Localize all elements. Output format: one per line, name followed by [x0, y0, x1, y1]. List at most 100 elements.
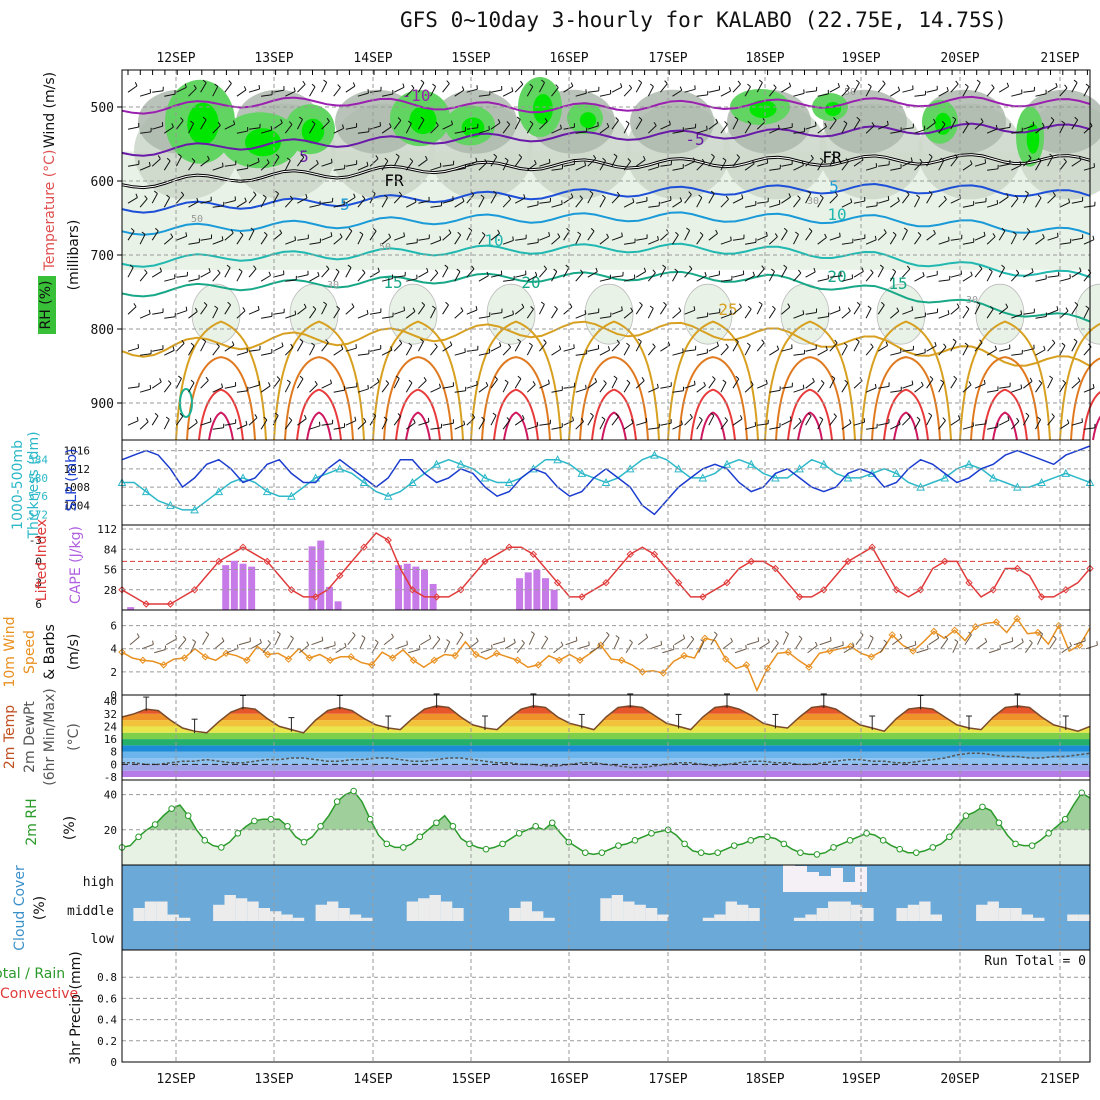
surface-wind-barb [988, 648, 1001, 654]
wind-barb [976, 79, 981, 83]
lifted-index-line-marker [747, 557, 755, 566]
wind-barb [865, 346, 874, 356]
wind-barb [176, 120, 184, 130]
wind-barb [950, 378, 958, 389]
wind-barb [950, 341, 957, 352]
wind-barb [297, 197, 308, 204]
wind-barb [657, 162, 660, 167]
wind-barb [732, 83, 741, 93]
wind-barb [570, 193, 574, 198]
wind-barb [735, 375, 740, 380]
wind-barb [405, 160, 414, 171]
warm-contour [383, 356, 453, 441]
wind-barb [943, 195, 947, 200]
wind-barb [793, 353, 805, 356]
wind-barb [516, 116, 521, 120]
temp-color-band [122, 758, 1090, 765]
wind-barb [1085, 83, 1090, 87]
wind-barb [660, 83, 668, 93]
wind-barb [475, 157, 478, 162]
surface-wind-barb [214, 640, 225, 650]
surface-wind-barb [516, 642, 525, 654]
wind-barb [502, 420, 511, 430]
wind-barb [152, 311, 164, 315]
rh-line-marker [499, 840, 506, 848]
wind-barb [418, 200, 430, 204]
surface-wind-barb [883, 639, 888, 644]
wind-speed-line-marker [909, 647, 917, 655]
wind-barb [580, 269, 584, 274]
date-label-top: 17SEP [648, 51, 687, 66]
wind-barb [127, 420, 139, 426]
wind-barb [1035, 419, 1042, 430]
wind-barb [987, 168, 999, 171]
surface-wind-barb [964, 634, 972, 645]
wind-barb [732, 197, 744, 204]
wind-barb [817, 278, 829, 282]
hot-contour [700, 411, 726, 441]
wind-barb [575, 92, 587, 97]
wind-barb [1059, 242, 1071, 245]
wind-barb [442, 267, 449, 278]
thickness-tick-label: 572 [28, 508, 48, 521]
wind-barb [914, 385, 924, 393]
cape-bar [248, 566, 256, 610]
date-label-top: 19SEP [841, 51, 880, 66]
wind-barb [808, 228, 813, 232]
wind-speed-line-marker [846, 642, 855, 651]
wind-barb [212, 272, 221, 282]
rh-tick-label: 40 [104, 789, 117, 802]
isotherm-label: 5 [299, 147, 309, 166]
wind-barb [492, 412, 497, 416]
thickness-line-marker [1037, 477, 1046, 486]
wind-barb [438, 383, 441, 388]
wind-barb [720, 420, 728, 430]
wind-barb [758, 301, 763, 305]
wind-barb [393, 86, 405, 93]
temp-tick-label: 0 [110, 758, 117, 771]
wind-barb [926, 233, 936, 241]
wind-barb [180, 117, 184, 121]
surface-wind-barb [174, 634, 178, 640]
wind-barb [369, 381, 380, 389]
wind-barb [635, 304, 643, 315]
surface-wind-barb [406, 640, 408, 645]
wind-barb [716, 342, 719, 347]
wind-barb [829, 275, 841, 278]
surface-wind-barb [782, 633, 789, 645]
wind-barb [212, 125, 221, 134]
wind-barb [151, 230, 159, 241]
rh-tick-label: 20 [104, 824, 117, 837]
surface-wind-barb [1069, 641, 1072, 646]
wind-barb [248, 349, 260, 352]
wind-barb [430, 239, 441, 245]
wind-barb [1015, 269, 1020, 274]
wind-barb [418, 271, 429, 278]
wind-barb [555, 84, 559, 88]
precip-tick-label: 0.2 [97, 1035, 117, 1048]
wind-barb [175, 156, 182, 167]
precip-tick-label: 0.8 [97, 971, 117, 984]
wind-barb [236, 390, 248, 393]
wind-barb [769, 389, 781, 393]
high-cloud-bar [855, 867, 867, 892]
wind-barb [684, 127, 696, 130]
surface-wind-barb [391, 633, 394, 638]
wind-barb [708, 378, 716, 389]
wind-barb [399, 339, 403, 344]
wind-barb [406, 201, 417, 208]
wind-barb [950, 197, 961, 204]
wind-barb [833, 413, 837, 417]
rh-line-marker [383, 840, 391, 848]
surface-wind-barb [710, 634, 718, 645]
wind-barb [877, 124, 889, 130]
date-label-bottom: 20SEP [940, 1072, 979, 1087]
wind-barb [551, 426, 563, 430]
isotherm-label: 5 [829, 177, 839, 196]
wind-barb [154, 412, 159, 417]
wind-barb [563, 347, 575, 352]
wind-barb [998, 196, 1009, 204]
surface-wind-barb [807, 645, 818, 654]
wind-barb [805, 312, 817, 315]
wind-barb [916, 194, 920, 198]
